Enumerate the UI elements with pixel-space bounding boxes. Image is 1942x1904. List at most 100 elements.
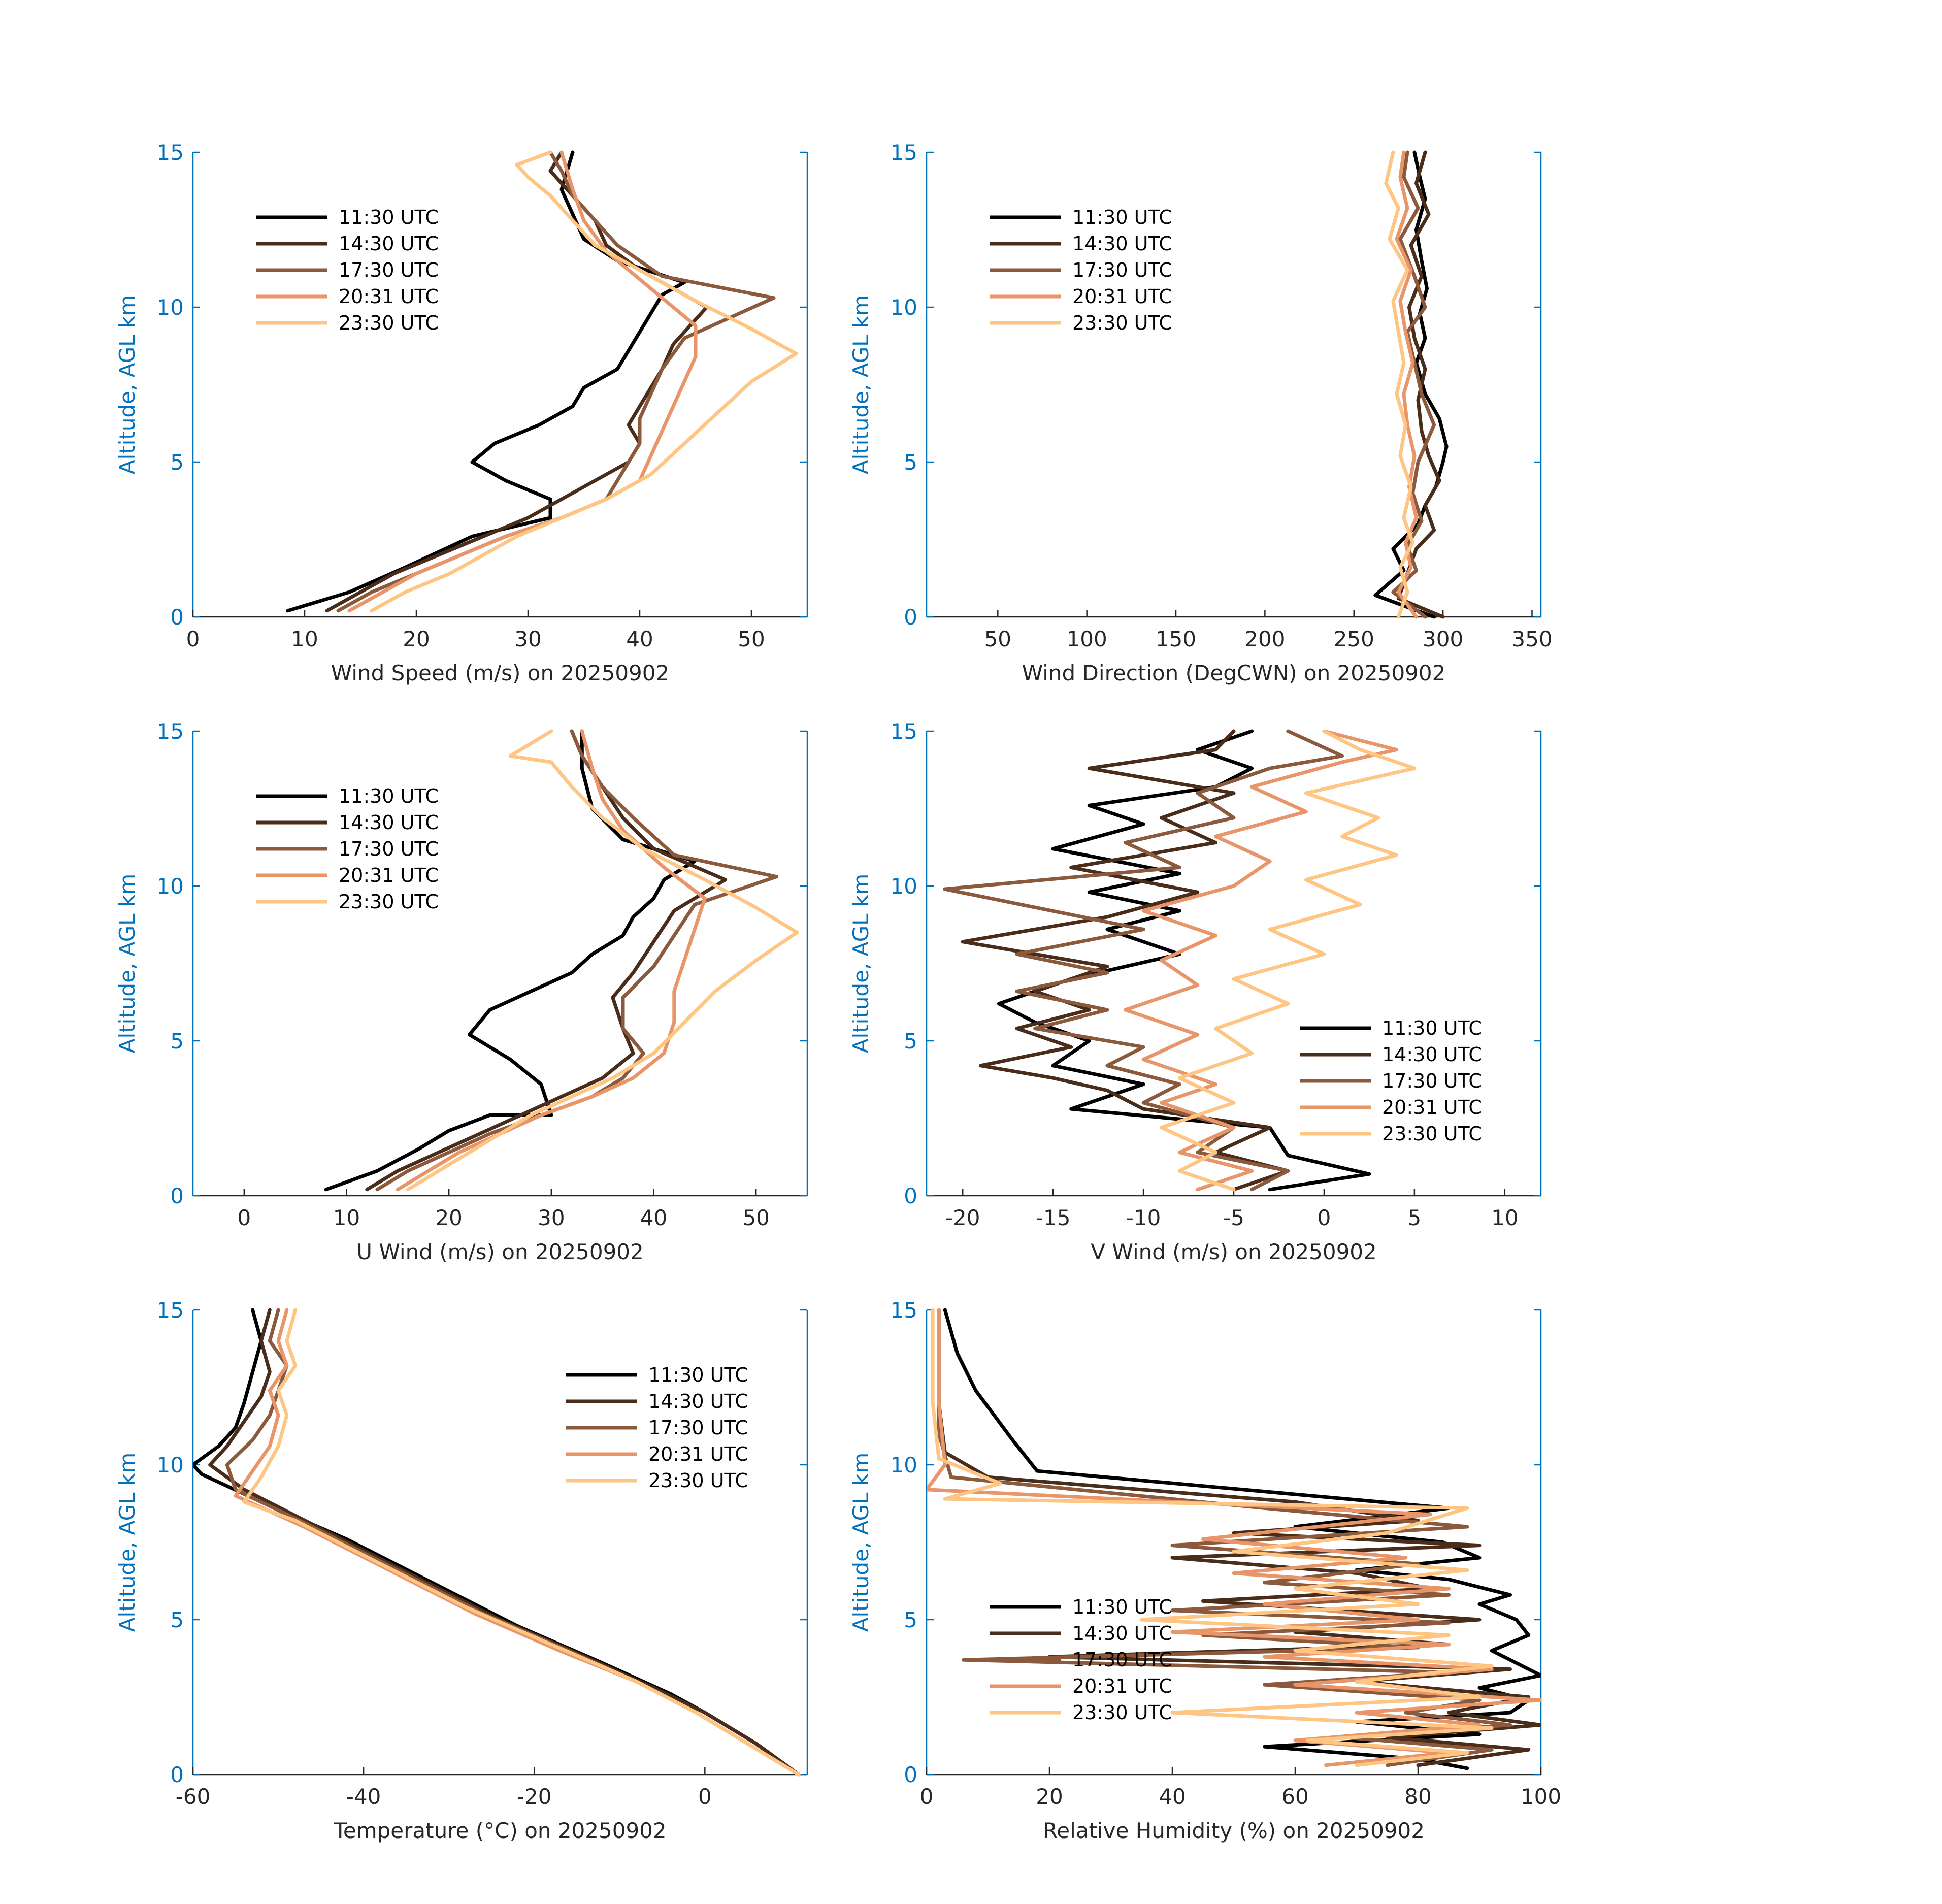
x-tick-label: 0 xyxy=(237,1205,251,1230)
x-tick-label: 30 xyxy=(538,1205,565,1230)
y-tick-label: 15 xyxy=(891,719,917,744)
x-tick-label: 40 xyxy=(1159,1784,1186,1809)
series-line-5 xyxy=(242,1308,801,1777)
legend-label: 23:30 UTC xyxy=(1072,312,1172,334)
x-tick-label: 300 xyxy=(1423,627,1463,651)
series-line-2 xyxy=(1396,150,1445,619)
y-tick-label: 10 xyxy=(891,1453,917,1478)
x-axis-title: V Wind (m/s) on 20250902 xyxy=(1091,1239,1377,1264)
y-tick-label: 15 xyxy=(891,140,917,165)
y-tick-label: 0 xyxy=(170,1184,184,1208)
legend: 11:30 UTC 14:30 UTC 17:30 UTC 20:31 UTC 23:3… xyxy=(990,206,1172,334)
y-tick-label: 5 xyxy=(904,450,917,475)
x-tick-label: 40 xyxy=(626,627,653,651)
wind-direction-panel: 0 5 10 15 50 100 150 200 250 300 350 Wind Direction… xyxy=(848,140,1553,685)
legend-label: 14:30 UTC xyxy=(1382,1043,1482,1066)
x-axis-title: Wind Speed (m/s) on 20250902 xyxy=(331,661,669,685)
relative-humidity-panel: 0 5 10 15 0 20 40 60 80 100 Relative Humidity (%) … xyxy=(848,1298,1561,1843)
legend-label: 17:30 UTC xyxy=(339,838,439,860)
x-tick-label: 10 xyxy=(1491,1205,1518,1230)
series-line-3 xyxy=(943,729,1344,1192)
x-tick-label: 200 xyxy=(1244,627,1285,651)
x-tick-label: -20 xyxy=(945,1205,980,1230)
x-tick-label: 10 xyxy=(291,627,318,651)
legend-label: 23:30 UTC xyxy=(1072,1701,1172,1724)
legend-label: 14:30 UTC xyxy=(339,811,439,834)
legend-label: 11:30 UTC xyxy=(339,785,439,807)
x-tick-label: -5 xyxy=(1223,1205,1244,1230)
legend-label: 14:30 UTC xyxy=(1072,233,1172,255)
legend: 11:30 UTC 14:30 UTC 17:30 UTC 20:31 UTC 23:3… xyxy=(256,785,439,913)
legend-label: 23:30 UTC xyxy=(339,891,439,913)
y-tick-label: 10 xyxy=(157,295,184,320)
x-tick-label: -60 xyxy=(176,1784,211,1809)
x-tick-label: 50 xyxy=(984,627,1011,651)
x-axis-title: Relative Humidity (%) on 20250902 xyxy=(1043,1818,1425,1843)
x-tick-label: -20 xyxy=(517,1784,552,1809)
legend-label: 14:30 UTC xyxy=(648,1390,748,1413)
legend-label: 20:31 UTC xyxy=(339,864,439,887)
x-tick-label: 250 xyxy=(1334,627,1374,651)
legend-label: 20:31 UTC xyxy=(1072,285,1172,308)
x-tick-label: 50 xyxy=(738,627,765,651)
x-tick-label: 100 xyxy=(1067,627,1107,651)
legend-label: 23:30 UTC xyxy=(1382,1123,1482,1145)
x-tick-label: 80 xyxy=(1404,1784,1431,1809)
temperature-panel: 0 5 10 15 -60 -40 -20 0 Temperature (°C) on 2025… xyxy=(115,1298,808,1843)
x-tick-label: 150 xyxy=(1156,627,1196,651)
y-axis-title: Altitude, AGL km xyxy=(115,874,140,1053)
y-axis-title: Altitude, AGL km xyxy=(115,1453,140,1632)
x-tick-label: 60 xyxy=(1281,1784,1308,1809)
y-tick-label: 5 xyxy=(170,1029,184,1054)
x-axis-title: Wind Direction (DegCWN) on 20250902 xyxy=(1022,661,1446,685)
series-line-2 xyxy=(365,729,728,1192)
legend-label: 20:31 UTC xyxy=(1072,1675,1172,1697)
series-line-5 xyxy=(1160,729,1417,1192)
x-tick-label: 0 xyxy=(920,1784,934,1809)
legend-label: 11:30 UTC xyxy=(1072,206,1172,228)
y-tick-label: 0 xyxy=(904,1184,917,1208)
x-tick-label: 0 xyxy=(698,1784,712,1809)
x-tick-label: 10 xyxy=(333,1205,360,1230)
x-tick-label: -10 xyxy=(1126,1205,1161,1230)
legend: 11:30 UTC 14:30 UTC 17:30 UTC 20:31 UTC 23:3… xyxy=(566,1364,748,1492)
legend-label: 14:30 UTC xyxy=(339,233,439,255)
legend-label: 17:30 UTC xyxy=(1382,1070,1482,1092)
y-tick-label: 5 xyxy=(170,1607,184,1632)
x-tick-label: 30 xyxy=(514,627,541,651)
y-tick-label: 5 xyxy=(904,1607,917,1632)
legend: 11:30 UTC 14:30 UTC 17:30 UTC 20:31 UTC 23:3… xyxy=(990,1596,1172,1724)
y-tick-label: 0 xyxy=(904,605,917,630)
legend-label: 20:31 UTC xyxy=(339,285,439,308)
series-line-2 xyxy=(325,150,709,613)
legend-label: 17:30 UTC xyxy=(1072,259,1172,281)
y-tick-label: 5 xyxy=(904,1029,917,1054)
y-axis-title: Altitude, AGL km xyxy=(848,1453,873,1632)
x-tick-label: 20 xyxy=(435,1205,462,1230)
x-tick-label: -40 xyxy=(346,1784,381,1809)
y-tick-label: 0 xyxy=(170,1762,184,1787)
wind-speed-panel: 0 5 10 15 0 10 20 30 40 50 Wind Speed (m/s) on 202… xyxy=(115,140,808,685)
legend-label: 20:31 UTC xyxy=(1382,1096,1482,1119)
x-tick-label: 40 xyxy=(640,1205,667,1230)
legend-label: 17:30 UTC xyxy=(648,1417,748,1439)
y-tick-label: 15 xyxy=(157,140,184,165)
legend: 11:30 UTC 14:30 UTC 17:30 UTC 20:31 UTC 23:3… xyxy=(256,206,439,334)
v-wind-panel: 0 5 10 15 -20 -15 -10 -5 0 5 10 V Wind (m/s) on 202… xyxy=(848,719,1542,1264)
x-tick-label: 20 xyxy=(1036,1784,1063,1809)
y-tick-label: 0 xyxy=(170,605,184,630)
legend: 11:30 UTC 14:30 UTC 17:30 UTC 20:31 UTC 23:3… xyxy=(1300,1017,1482,1145)
x-tick-label: 0 xyxy=(1318,1205,1331,1230)
series-line-5 xyxy=(370,150,798,613)
y-tick-label: 10 xyxy=(157,874,184,899)
x-tick-label: -15 xyxy=(1036,1205,1071,1230)
series-line-5 xyxy=(931,1308,1494,1767)
legend-label: 23:30 UTC xyxy=(648,1469,748,1492)
series-line-5 xyxy=(406,729,799,1192)
y-tick-label: 10 xyxy=(891,874,917,899)
x-tick-label: 350 xyxy=(1511,627,1552,651)
series-line-3 xyxy=(375,729,778,1192)
y-axis-title: Altitude, AGL km xyxy=(848,874,873,1053)
x-tick-label: 0 xyxy=(186,627,200,651)
